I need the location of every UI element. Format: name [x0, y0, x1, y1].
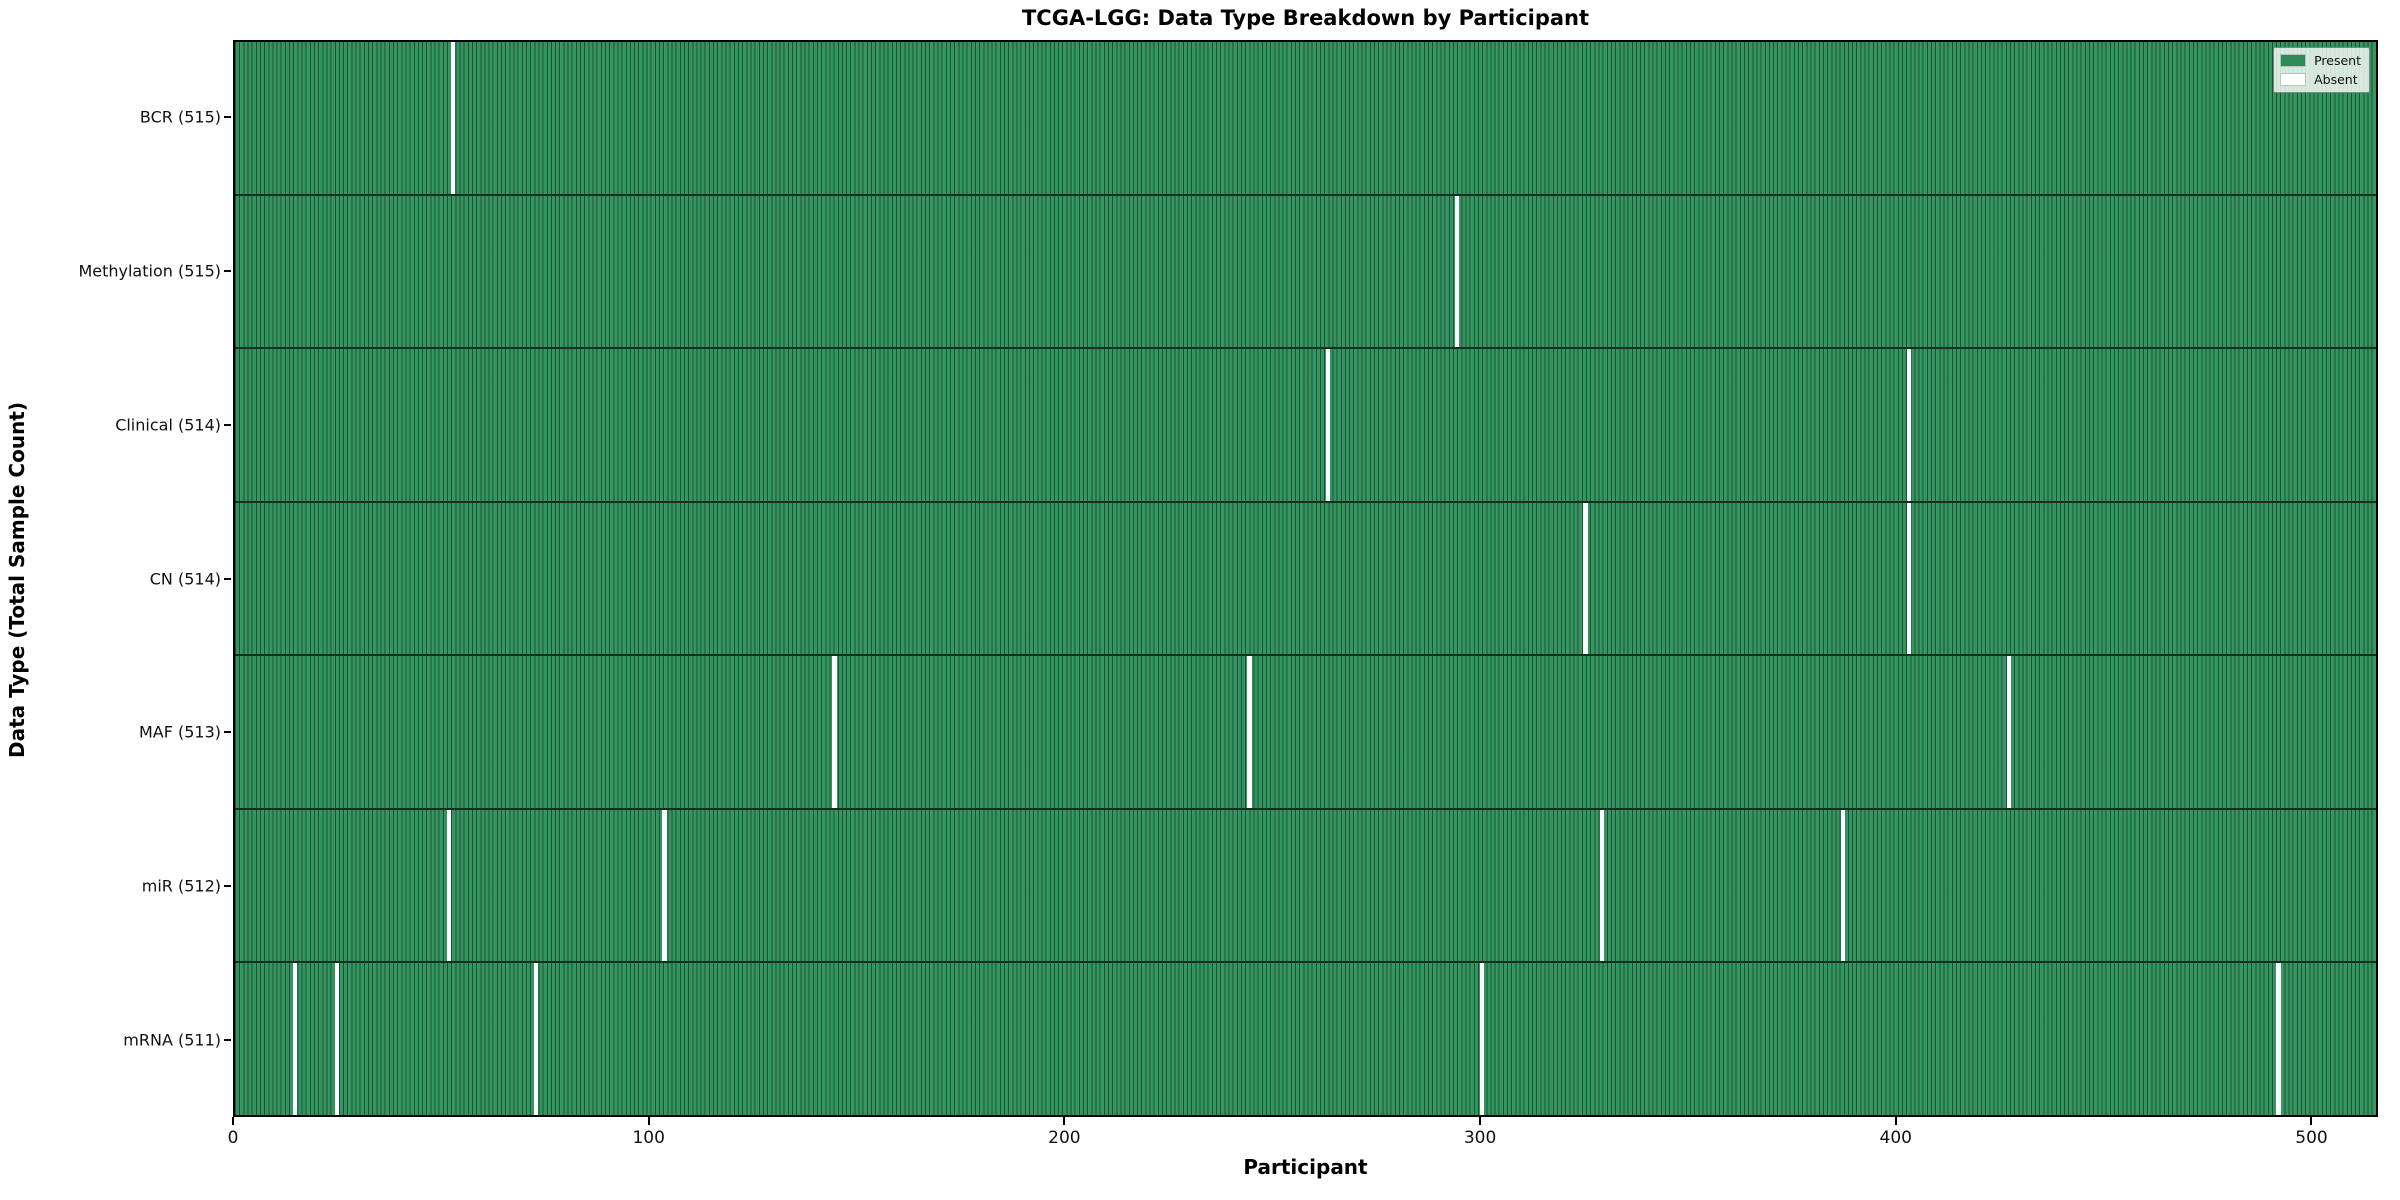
data-row-Clinical: [235, 349, 2376, 503]
x-tick-label: 100: [632, 1128, 665, 1148]
absent-gap: [1840, 809, 1845, 962]
data-row-CN: [235, 502, 2376, 657]
data-row-mRNA: [235, 963, 2376, 1116]
y-tick-label: BCR (515): [139, 107, 221, 127]
data-row-MAF: [235, 656, 2376, 810]
x-tick-mark: [1479, 1117, 1482, 1125]
y-tick-mark: [224, 1039, 231, 1042]
y-tick-mark: [224, 423, 231, 426]
y-axis-label: Data Type (Total Sample Count): [5, 401, 29, 759]
y-tick-mark: [224, 885, 231, 888]
absent-gap: [1454, 195, 1459, 348]
legend-entry-present: Present: [2280, 53, 2361, 68]
y-tick-label: miR (512): [141, 876, 221, 896]
data-row-Methylation: [235, 195, 2376, 350]
x-tick-label: 500: [2295, 1128, 2328, 1148]
legend: Present Absent: [2273, 47, 2370, 93]
absent-gap: [2006, 656, 2011, 808]
legend-label: Absent: [2314, 72, 2358, 87]
y-tick-label: MAF (513): [138, 722, 221, 742]
y-tick-label: Methylation (515): [78, 261, 221, 281]
x-tick-label: 0: [227, 1128, 239, 1148]
absent-gap: [1907, 349, 1912, 501]
y-tick-mark: [224, 115, 231, 118]
x-tick-label: 200: [1048, 1128, 1081, 1148]
absent-gap: [334, 963, 339, 1116]
legend-label: Present: [2314, 53, 2361, 68]
y-tick-mark: [224, 577, 231, 580]
plot-area: Present Absent: [233, 40, 2378, 1117]
rows: [235, 42, 2376, 1116]
x-tick-label: 400: [1879, 1128, 1913, 1148]
absent-gap: [533, 963, 538, 1116]
legend-swatch-icon: [2280, 54, 2307, 67]
data-row-miR: [235, 809, 2376, 964]
x-tick-mark: [647, 1117, 650, 1125]
x-tick-label: 300: [1463, 1128, 1497, 1148]
x-tick-mark: [232, 1117, 234, 1125]
y-tick-label: CN (514): [149, 569, 221, 588]
chart-title: TCGA-LGG: Data Type Breakdown by Partici…: [1021, 6, 1590, 30]
absent-gap: [1479, 963, 1484, 1116]
x-axis-label: Participant: [1243, 1155, 1368, 1179]
absent-gap: [2276, 963, 2281, 1116]
absent-gap: [1583, 502, 1588, 655]
x-tick-mark: [1063, 1117, 1066, 1125]
absent-gap: [1600, 809, 1605, 962]
y-tick-label: Clinical (514): [115, 415, 221, 435]
legend-swatch-icon: [2280, 73, 2307, 86]
absent-gap: [293, 963, 298, 1116]
x-tick-mark: [2310, 1117, 2313, 1125]
data-row-BCR: [235, 42, 2376, 196]
x-tick-mark: [1894, 1117, 1897, 1125]
absent-gap: [1907, 502, 1912, 655]
absent-gap: [446, 809, 451, 962]
y-tick-mark: [224, 269, 231, 272]
absent-gap: [450, 42, 455, 194]
absent-gap: [832, 656, 837, 808]
absent-gap: [1247, 656, 1252, 808]
y-tick-mark: [224, 731, 231, 734]
legend-entry-absent: Absent: [2280, 72, 2361, 87]
absent-gap: [1326, 349, 1331, 501]
absent-gap: [662, 809, 667, 962]
y-tick-label: mRNA (511): [123, 1030, 221, 1050]
